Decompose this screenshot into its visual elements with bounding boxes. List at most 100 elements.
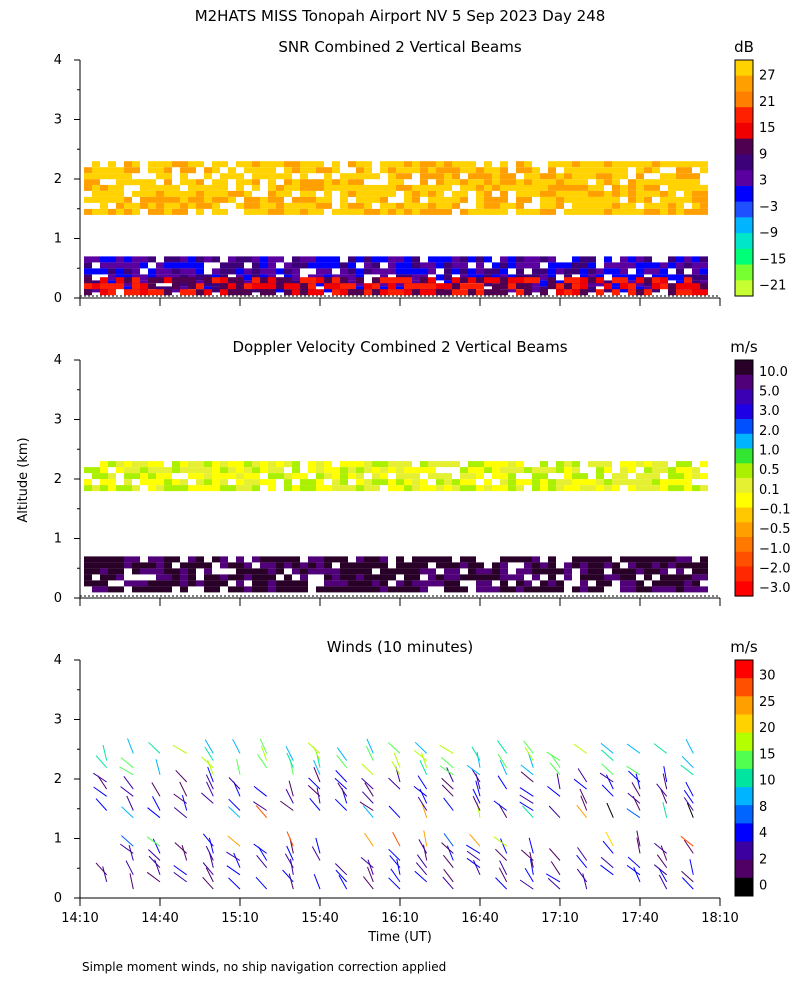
heatmap-cell [316,262,324,269]
heatmap-cell [172,556,180,563]
heatmap-cell [100,461,108,468]
wind-barb [93,786,107,797]
heatmap-cell [644,568,652,575]
heatmap-cell [276,568,284,575]
heatmap-cell [548,184,556,191]
heatmap-cell [476,167,484,174]
heatmap-cell [444,562,452,569]
heatmap-cell [164,574,172,581]
wind-barb [208,837,214,854]
heatmap-cell [156,173,164,180]
heatmap-cell [388,467,396,474]
heatmap-cell [332,467,340,474]
heatmap-cell [372,262,380,269]
wind-barb [288,873,294,890]
heatmap-cell [292,167,300,174]
heatmap-cell [348,161,356,168]
heatmap-cell [340,289,348,296]
colorbar-tick-label: 3.0 [759,404,780,419]
heatmap-cell [404,574,412,581]
colorbar-tick-label: 27 [759,69,776,84]
heatmap-cell [340,485,348,492]
heatmap-cell [476,256,484,263]
wind-barb [148,849,161,861]
colorbar-tick-label: 0.5 [759,463,780,478]
wind-barb [205,867,214,883]
heatmap-cell [260,208,268,215]
heatmap-cell [540,208,548,215]
heatmap-cell [508,283,516,290]
heatmap-cell [412,268,420,275]
heatmap-cell [92,283,100,290]
heatmap-cell [460,184,468,191]
heatmap-cell [212,586,220,593]
heatmap-cell [148,580,156,587]
heatmap-cell [484,289,492,296]
wind-barb [174,842,188,854]
heatmap-cell [628,479,636,486]
heatmap-cell [556,196,564,203]
heatmap-cell [644,473,652,480]
wind-barb [653,743,668,754]
heatmap-cell [668,289,676,296]
heatmap-cell [436,173,444,180]
heatmap-cell [292,274,300,281]
heatmap-cell [132,461,140,468]
colorbar-tick-label: 21 [759,95,776,110]
x-tick-label: 16:40 [461,911,498,926]
heatmap-cell [684,256,692,263]
heatmap-cell [228,473,236,480]
heatmap-cell [564,173,572,180]
heatmap-cell [316,556,324,563]
heatmap-cell [492,485,500,492]
heatmap-cell [500,556,508,563]
heatmap-cell [348,268,356,275]
heatmap-cell [108,256,116,263]
heatmap-cell [500,580,508,587]
heatmap-cell [564,485,572,492]
heatmap-cell [180,289,188,296]
heatmap-cell [92,196,100,203]
heatmap-cell [500,268,508,275]
heatmap-cell [220,184,228,191]
heatmap-cell [252,467,260,474]
heatmap-cell [108,268,116,275]
heatmap-cell [100,184,108,191]
heatmap-cell [220,190,228,197]
heatmap-cell [580,289,588,296]
heatmap-cell [468,479,476,486]
heatmap-cell [644,179,652,186]
heatmap-cell [260,161,268,168]
heatmap-cell [700,574,708,581]
heatmap-cell [340,556,348,563]
wind-barb [334,777,348,790]
heatmap-cell [404,461,412,468]
colorbar-swatch [735,433,753,450]
wind-barb [360,857,374,869]
heatmap-cell [340,208,348,215]
wind-barb [520,849,534,861]
heatmap-cell [428,184,436,191]
heatmap-cell [460,473,468,480]
heatmap-cell [692,289,700,296]
colorbar-tick-label: 15 [759,747,776,762]
wind-barb [547,786,561,797]
heatmap-cell [292,556,300,563]
heatmap-cell [356,574,364,581]
heatmap-cell [620,262,628,269]
wind-barb [202,862,214,876]
heatmap-cell [620,208,628,215]
colorbar-tick-label: 8 [759,800,767,815]
wind-barb [499,759,508,776]
heatmap-cell [156,467,164,474]
heatmap-cell [484,467,492,474]
heatmap-cell [244,479,252,486]
heatmap-cell [404,277,412,284]
colorbar-swatch [735,768,753,788]
heatmap-cell [244,568,252,575]
heatmap-cell [204,479,212,486]
heatmap-cell [108,586,116,593]
heatmap-cell [292,161,300,168]
heatmap-cell [156,167,164,174]
heatmap-cell [492,208,500,215]
